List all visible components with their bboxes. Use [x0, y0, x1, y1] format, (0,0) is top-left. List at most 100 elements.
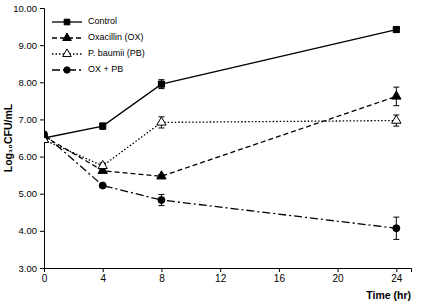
error-bar — [158, 80, 164, 89]
x-tick: 24 — [391, 268, 403, 284]
legend-marker — [63, 33, 72, 40]
error-bar-cap — [393, 105, 399, 106]
x-tick: 0 — [42, 268, 48, 284]
error-bar-cap — [158, 127, 164, 128]
marker — [157, 117, 166, 125]
x-tick: 20 — [333, 268, 345, 284]
series — [44, 26, 399, 141]
x-tick-mark — [279, 268, 280, 272]
marker — [100, 123, 106, 129]
y-tick-mark — [40, 157, 44, 158]
series — [44, 87, 401, 179]
legend-item: OX + PB — [52, 64, 123, 74]
series-line — [44, 134, 396, 228]
y-tick-label: 7.00 — [19, 114, 38, 125]
chart: 0 4 8 12 16 20 24 3.00 4.00 5.00 6.00 7.00 8.00 9.00 1… — [0, 0, 425, 304]
y-tick-label: 5.00 — [19, 188, 38, 199]
x-tick-mark — [103, 268, 104, 272]
x-tick-label: 8 — [159, 273, 165, 284]
y-tick: 4.00 — [19, 225, 45, 236]
error-bar — [393, 27, 399, 33]
error-bar — [393, 217, 399, 239]
y-axis-title: Log₁₀CFU/mL — [2, 103, 14, 172]
y-tick-label: 6.00 — [19, 151, 38, 162]
x-tick: 12 — [215, 268, 227, 284]
y-tick-mark — [40, 194, 44, 195]
error-bar — [100, 123, 106, 129]
legend-item: P. baumii (PB) — [52, 48, 145, 58]
x-tick: 8 — [159, 268, 165, 284]
y-tick: 7.00 — [19, 114, 45, 125]
series-line — [44, 96, 396, 176]
x-tick: 4 — [100, 268, 106, 284]
x-tick-label: 20 — [333, 273, 345, 284]
x-tick-mark — [396, 268, 397, 272]
error-bar — [158, 194, 164, 205]
y-tick-label: 9.00 — [19, 40, 38, 51]
data-layer — [44, 26, 401, 239]
marker — [158, 81, 164, 87]
marker — [98, 160, 107, 168]
y-tick-mark — [40, 45, 44, 46]
legend: Control Oxacillin (OX) P. baumii (PB) OX + … — [52, 16, 145, 74]
series-line — [44, 30, 396, 138]
y-tick: 6.00 — [19, 151, 45, 162]
y-tick-label: 8.00 — [19, 77, 38, 88]
y-tick: 5.00 — [19, 188, 45, 199]
legend-item: Control — [52, 16, 117, 26]
x-tick-mark — [161, 268, 162, 272]
legend-marker — [63, 49, 72, 56]
error-bar-cap — [393, 217, 399, 218]
marker — [393, 26, 399, 32]
y-tick: 8.00 — [19, 77, 45, 88]
series-line — [44, 121, 396, 166]
y-tick-mark — [40, 119, 44, 120]
series — [44, 131, 400, 240]
x-tick-mark — [220, 268, 221, 272]
x-tick-label: 4 — [100, 273, 106, 284]
y-tick-mark — [40, 268, 44, 269]
y-tick-mark — [40, 82, 44, 83]
y-tick-label: 4.00 — [19, 225, 38, 236]
series — [44, 115, 401, 169]
y-axis: 3.00 4.00 5.00 6.00 7.00 8.00 9.00 10.00 — [13, 3, 44, 274]
y-tick-label: 3.00 — [19, 263, 38, 274]
marker — [99, 182, 106, 189]
x-tick-label: 0 — [42, 273, 48, 284]
legend-item: Oxacillin (OX) — [52, 32, 144, 42]
legend-label: Control — [88, 16, 117, 26]
x-tick-label: 24 — [391, 273, 403, 284]
legend-label: Oxacillin (OX) — [88, 32, 144, 42]
plot: 0 4 8 12 16 20 24 3.00 4.00 5.00 6.00 7.00 8.00 9.00 1… — [13, 3, 411, 285]
error-bar-cap — [393, 87, 399, 88]
y-tick-label: 10.00 — [13, 3, 37, 14]
marker — [44, 131, 47, 138]
error-bar-cap — [393, 239, 399, 240]
marker — [158, 197, 165, 204]
x-axis-line — [45, 269, 412, 273]
y-axis-line — [40, 9, 45, 269]
x-axis-title: Time (hr) — [366, 289, 411, 301]
marker — [157, 171, 166, 179]
legend-marker — [64, 19, 70, 25]
y-tick: 10.00 — [13, 3, 44, 14]
y-tick: 3.00 — [19, 263, 45, 274]
error-bar-cap — [393, 126, 399, 127]
marker — [393, 225, 400, 232]
y-tick: 9.00 — [19, 40, 45, 51]
x-tick-label: 12 — [215, 273, 227, 284]
y-tick-mark — [40, 8, 44, 9]
marker — [392, 115, 401, 123]
error-bar-cap — [158, 194, 164, 195]
x-tick-label: 16 — [274, 273, 286, 284]
x-tick-mark — [338, 268, 339, 272]
x-axis: 0 4 8 12 16 20 24 — [42, 268, 412, 284]
error-bar-cap — [158, 88, 164, 89]
error-bar-cap — [158, 79, 164, 80]
marker — [392, 91, 401, 99]
legend-marker — [64, 67, 70, 73]
legend-label: P. baumii (PB) — [88, 48, 145, 58]
error-bar-cap — [158, 205, 164, 206]
legend-label: OX + PB — [88, 64, 123, 74]
y-tick-mark — [40, 231, 44, 232]
